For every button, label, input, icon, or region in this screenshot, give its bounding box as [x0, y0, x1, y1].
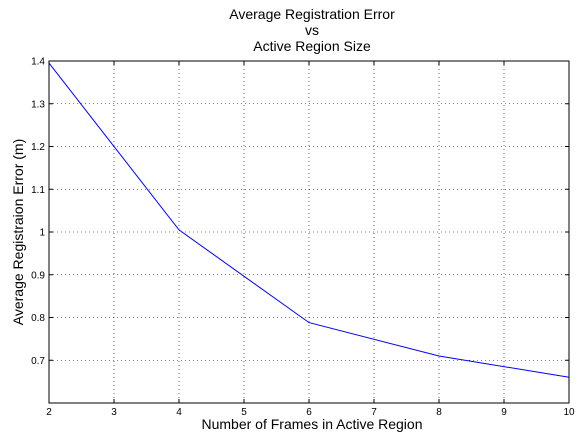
x-tick-label: 10 — [563, 407, 575, 418]
x-tick-label: 8 — [436, 407, 442, 418]
grid — [49, 61, 569, 403]
x-tick-label: 3 — [111, 407, 117, 418]
series — [48, 62, 570, 378]
x-tick-label: 5 — [241, 407, 247, 418]
chart-title-line-1: Average Registration Error — [229, 6, 395, 22]
y-tick-label: 1.1 — [31, 185, 45, 196]
x-tick-label: 2 — [46, 407, 52, 418]
chart-title-line-3: Active Region Size — [253, 38, 371, 54]
y-tick-label: 1.4 — [31, 57, 45, 68]
x-tick-label: 4 — [176, 407, 182, 418]
y-tick-label: 0.7 — [31, 356, 45, 367]
x-axis-label: Number of Frames in Active Region — [202, 416, 423, 432]
x-tick-label: 7 — [371, 407, 377, 418]
plot-frame — [48, 60, 570, 404]
y-tick-label: 0.9 — [31, 270, 45, 281]
y-tick-label: 0.8 — [31, 313, 45, 324]
y-axis-label: Average Registraion Error (m) — [10, 139, 26, 325]
y-tick-label: 1.3 — [31, 99, 45, 110]
series-line — [48, 62, 570, 378]
ticks: 2 3 4 5 6 7 8 9 10 0.7 0.8 0.9 1 1.1 1.2 1.3 1.4 — [31, 57, 575, 419]
y-tick-label: 1 — [39, 228, 45, 239]
x-tick-label: 6 — [306, 407, 312, 418]
chart-title-line-2: vs — [305, 22, 319, 38]
x-tick-label: 9 — [501, 407, 507, 418]
y-tick-label: 1.2 — [31, 142, 45, 153]
